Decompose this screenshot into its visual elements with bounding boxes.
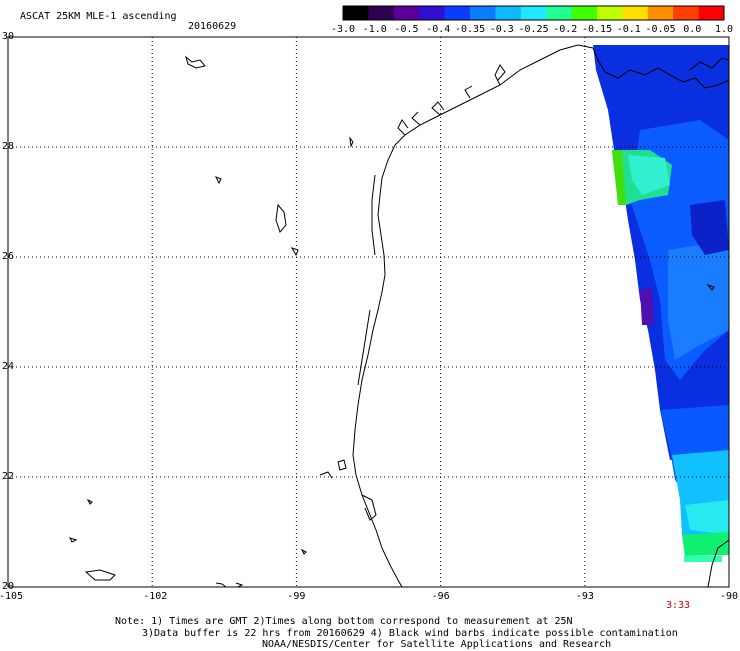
coast-inlets-north — [397, 64, 506, 136]
colorbar-swatch — [444, 6, 471, 20]
colorbar-label: -1.0 — [362, 24, 387, 35]
swath-south-tail — [684, 556, 722, 562]
colorbar-label: -0.3 — [489, 24, 514, 35]
colorbar-label: -0.1 — [616, 24, 641, 35]
lat-tick-label: 22 — [2, 471, 15, 482]
colorbar-swatch — [673, 6, 700, 20]
swath-deep-blue-patch — [690, 200, 729, 255]
lat-tick-label: 20 — [2, 581, 15, 592]
colorbar-swatch — [520, 6, 547, 20]
colorbar-swatch — [571, 6, 598, 20]
note-line-2: 3)Data buffer is 22 hrs from 20160629 4)… — [142, 628, 678, 639]
colorbar-swatch — [495, 6, 522, 20]
lake-11 — [300, 548, 307, 555]
colorbar-swatch — [698, 6, 725, 20]
lon-tick-label: -105 — [0, 591, 24, 602]
lake-8 — [84, 569, 116, 581]
coastline — [352, 44, 730, 588]
lon-tick-label: -93 — [575, 591, 594, 602]
lake-5 — [349, 136, 354, 148]
colorbar-swatch — [597, 6, 623, 20]
colorbar-swatch — [622, 6, 649, 20]
colorbar-label: 0.0 — [683, 24, 702, 35]
lat-tick-label: 30 — [2, 31, 15, 42]
plot-frame — [8, 37, 729, 587]
colorbar-label: -0.15 — [582, 24, 613, 35]
coast-barrier-island — [357, 174, 376, 386]
colorbar-label: -0.05 — [645, 24, 676, 35]
lake-2 — [214, 176, 222, 185]
swath-green-edge — [612, 150, 626, 205]
lon-tick-label: -99 — [287, 591, 306, 602]
colorbar-swatch — [343, 6, 369, 20]
mle-data-field — [593, 45, 729, 562]
plot-border — [7, 36, 730, 588]
note-line-3: NOAA/NESDIS/Center for Satellite Applica… — [262, 639, 612, 650]
product-title: ASCAT 25KM MLE-1 ascending — [20, 11, 177, 22]
louisiana-coast — [592, 47, 730, 89]
lake-3 — [275, 203, 287, 233]
colorbar-label: -0.2 — [553, 24, 578, 35]
inland-lakes — [69, 55, 715, 588]
lat-tick-label: 24 — [2, 361, 15, 372]
colorbar-label: 1.0 — [715, 24, 734, 35]
colorbar-swatch — [368, 6, 395, 20]
swath-south-green — [682, 532, 729, 556]
lon-tick-label: -102 — [143, 591, 168, 602]
colorbar-swatch — [393, 6, 420, 20]
lake-13 — [706, 283, 715, 291]
time-marker: 3:33 — [666, 600, 691, 611]
colorbar-label: -0.4 — [426, 24, 451, 35]
colorbar-border — [342, 5, 725, 21]
colorbar-swatch — [647, 6, 674, 20]
note-line-1: Note: 1) Times are GMT 2)Times along bot… — [115, 616, 573, 627]
swath-cyan — [628, 155, 670, 195]
lake-4 — [290, 247, 299, 257]
lon-tick-label: -96 — [431, 591, 450, 602]
colorbar-label: -0.35 — [455, 24, 486, 35]
colorbar-label: -0.25 — [518, 24, 549, 35]
colorbar-swatch — [419, 6, 446, 20]
coast-bays-south — [361, 494, 377, 521]
lake-7 — [69, 537, 78, 543]
colorbar-label: -0.5 — [394, 24, 419, 35]
product-date: 20160629 — [188, 21, 237, 32]
lat-tick-label: 28 — [2, 141, 15, 152]
lake-9 — [215, 582, 227, 588]
lake-1 — [185, 55, 206, 69]
lon-tick-label: -90 — [720, 591, 739, 602]
swath-purple-patch — [640, 288, 654, 325]
lake-10 — [235, 582, 244, 588]
lake-12 — [319, 459, 347, 479]
gulf-coastline — [352, 44, 730, 588]
lat-tick-label: 26 — [2, 251, 15, 262]
swath-south-cyan-light — [685, 500, 729, 535]
colorbar-label: -3.0 — [331, 24, 356, 35]
colorbar — [342, 5, 725, 21]
lake-6 — [86, 498, 93, 505]
colorbar-swatch — [546, 6, 573, 20]
swath-light-blue — [668, 240, 729, 360]
colorbar-swatch — [470, 6, 496, 20]
